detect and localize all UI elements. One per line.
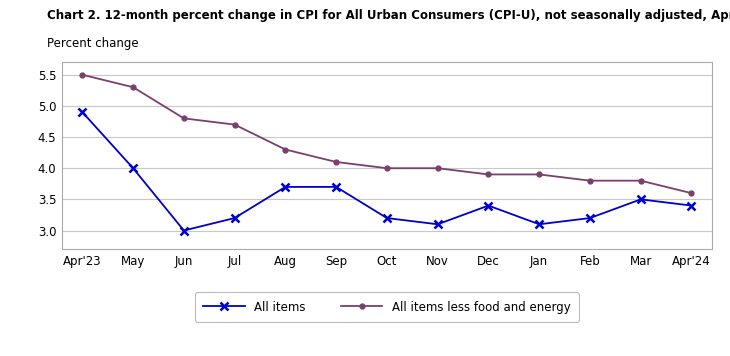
All items less food and energy: [585, 179, 594, 183]
All items: [128, 166, 137, 171]
Line: All items: All items: [78, 108, 696, 235]
All items less food and energy: [383, 166, 391, 171]
Text: Chart 2. 12-month percent change in CPI for All Urban Consumers (CPI-U), not sea: Chart 2. 12-month percent change in CPI …: [47, 9, 730, 22]
All items less food and energy: [230, 122, 239, 127]
All items less food and energy: [535, 172, 544, 177]
All items: [535, 222, 544, 226]
Text: Percent change: Percent change: [47, 37, 139, 51]
All items: [331, 185, 340, 189]
Line: All items less food and energy: All items less food and energy: [80, 72, 694, 195]
All items: [180, 229, 188, 233]
All items less food and energy: [128, 85, 137, 89]
All items less food and energy: [281, 147, 290, 152]
All items: [585, 216, 594, 220]
All items: [637, 197, 645, 201]
All items less food and energy: [180, 116, 188, 120]
All items: [383, 216, 391, 220]
All items: [434, 222, 442, 226]
All items less food and energy: [78, 73, 87, 77]
All items less food and energy: [331, 160, 340, 164]
All items: [230, 216, 239, 220]
All items less food and energy: [434, 166, 442, 171]
All items: [78, 110, 87, 114]
All items: [281, 185, 290, 189]
All items less food and energy: [637, 179, 645, 183]
All items: [484, 204, 493, 208]
All items less food and energy: [687, 191, 696, 195]
Legend: All items, All items less food and energy: All items, All items less food and energ…: [195, 292, 579, 322]
All items less food and energy: [484, 172, 493, 177]
All items: [687, 204, 696, 208]
